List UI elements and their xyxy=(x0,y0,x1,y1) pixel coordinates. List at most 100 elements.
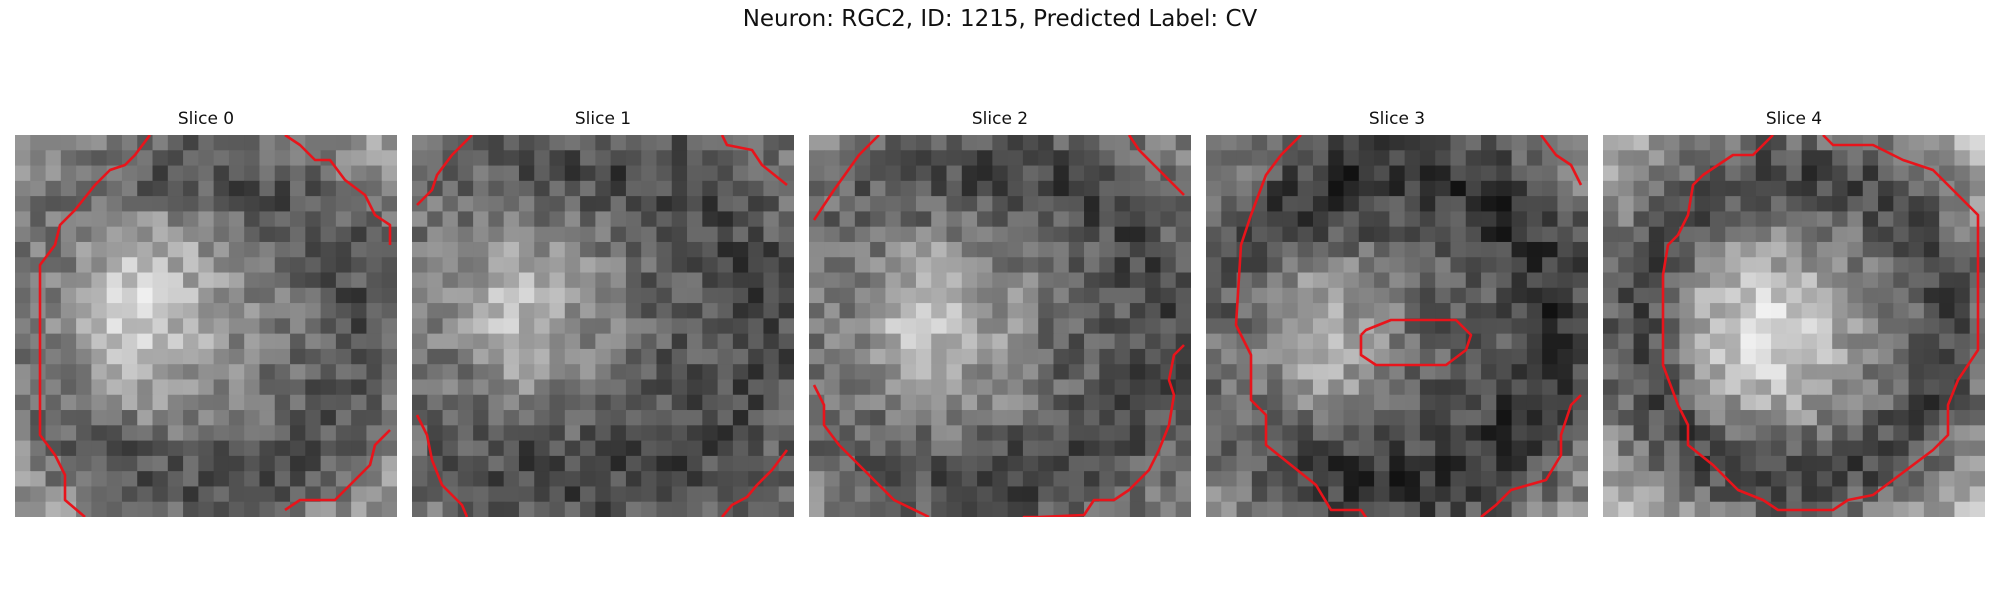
pixel xyxy=(1312,425,1329,442)
pixel xyxy=(1771,318,1787,335)
pixel xyxy=(1404,196,1421,212)
pixel xyxy=(931,348,948,365)
pixel xyxy=(1206,425,1222,442)
pixel xyxy=(1664,410,1680,426)
pixel xyxy=(1053,257,1070,274)
pixel xyxy=(1160,196,1177,212)
pixel xyxy=(366,303,383,319)
pixel xyxy=(1267,318,1283,335)
pixel xyxy=(1297,272,1314,289)
pixel xyxy=(564,272,581,289)
pixel xyxy=(91,348,108,365)
pixel xyxy=(1633,272,1650,289)
pixel xyxy=(1496,241,1513,258)
pixel xyxy=(1755,241,1772,258)
pixel xyxy=(351,318,368,335)
pixel xyxy=(91,318,108,335)
pixel xyxy=(1816,272,1833,289)
pixel xyxy=(1801,425,1818,442)
pixel xyxy=(1740,440,1757,457)
pixel xyxy=(1709,318,1726,335)
pixel xyxy=(106,226,123,243)
pixel xyxy=(1633,303,1650,319)
pixel xyxy=(748,501,765,517)
pixel xyxy=(1435,333,1452,350)
pixel xyxy=(351,425,368,442)
pixel xyxy=(1404,455,1421,472)
pixel xyxy=(1832,180,1849,197)
pixel xyxy=(1175,501,1191,517)
pixel xyxy=(1816,333,1833,350)
pixel xyxy=(290,211,306,228)
pixel xyxy=(549,241,566,258)
pixel xyxy=(91,379,108,396)
pixel xyxy=(534,272,551,289)
pixel xyxy=(946,303,963,319)
pixel xyxy=(1419,196,1436,212)
pixel xyxy=(1511,364,1528,381)
pixel xyxy=(809,272,825,289)
pixel xyxy=(473,379,489,396)
pixel xyxy=(1893,272,1910,289)
pixel xyxy=(1099,455,1116,472)
pixel xyxy=(442,379,459,396)
pixel xyxy=(656,471,673,488)
pixel xyxy=(1145,180,1162,197)
pixel xyxy=(213,425,230,442)
pixel xyxy=(1862,501,1879,517)
pixel xyxy=(167,257,184,274)
pixel xyxy=(1374,257,1390,274)
pixel xyxy=(427,379,444,396)
pixel xyxy=(763,211,780,228)
pixel xyxy=(1206,135,1222,151)
pixel xyxy=(1832,150,1849,167)
pixel xyxy=(1633,348,1650,365)
pixel xyxy=(1954,303,1971,319)
pixel xyxy=(60,272,77,289)
pixel xyxy=(274,196,291,212)
pixel xyxy=(1450,425,1467,442)
pixel xyxy=(763,486,780,503)
pixel xyxy=(1969,165,1985,182)
pixel xyxy=(1939,455,1956,472)
pixel xyxy=(1022,196,1039,212)
pixel xyxy=(427,135,444,151)
pixel xyxy=(1206,394,1222,411)
pixel xyxy=(274,410,291,426)
pixel xyxy=(351,287,368,304)
pixel xyxy=(76,165,92,182)
pixel xyxy=(457,150,474,167)
pixel xyxy=(1084,318,1100,335)
pixel xyxy=(1618,425,1635,442)
pixel xyxy=(1251,471,1268,488)
pixel xyxy=(1557,272,1574,289)
pixel xyxy=(518,287,535,304)
pixel xyxy=(610,241,627,258)
pixel xyxy=(1862,440,1879,457)
pixel xyxy=(1694,348,1711,365)
pixel xyxy=(183,333,199,350)
pixel xyxy=(1084,455,1100,472)
pixel xyxy=(1374,135,1390,151)
pixel xyxy=(1175,318,1191,335)
pixel xyxy=(763,135,780,151)
pixel xyxy=(1267,303,1283,319)
pixel xyxy=(763,272,780,289)
pixel xyxy=(1557,180,1574,197)
pixel xyxy=(549,303,566,319)
pixel xyxy=(15,211,31,228)
pixel xyxy=(992,241,1009,258)
pixel xyxy=(763,241,780,258)
pixel xyxy=(1633,471,1650,488)
pixel xyxy=(595,394,612,411)
pixel xyxy=(1725,180,1742,197)
pixel xyxy=(30,211,47,228)
pixel xyxy=(839,135,856,151)
pixel xyxy=(290,394,306,411)
pixel xyxy=(656,486,673,503)
pixel xyxy=(1816,318,1833,335)
pixel xyxy=(305,471,322,488)
pixel xyxy=(1633,226,1650,243)
pixel xyxy=(488,348,505,365)
pixel xyxy=(946,165,963,182)
